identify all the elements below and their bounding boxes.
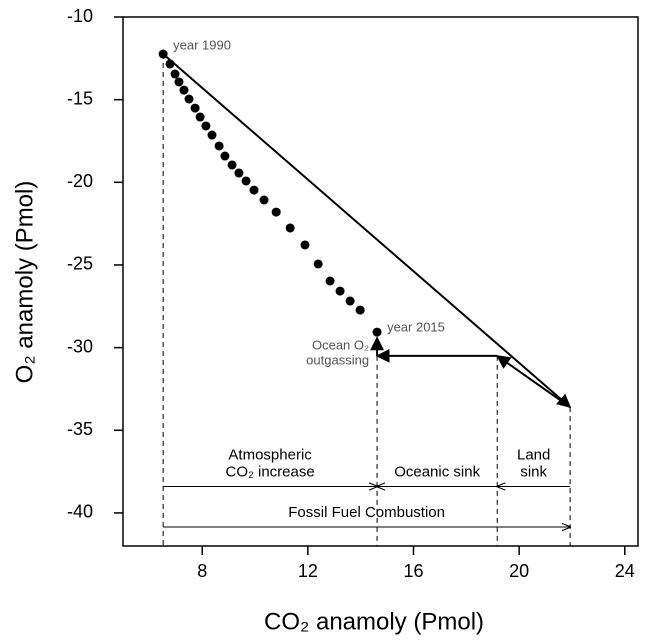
span-label: Fossil Fuel Combustion [288,504,445,521]
x-tick-label: 16 [403,561,423,581]
x-tick-label: 8 [197,561,207,581]
x-tick-label: 20 [509,561,529,581]
data-point [174,77,184,87]
data-point [179,85,189,95]
y-tick-label: -15 [67,88,93,108]
span-label: CO₂ increase [226,463,315,480]
data-point [234,168,244,178]
y-tick-label: -35 [67,419,93,439]
data-point [227,160,237,170]
x-axis-label: CO₂ anamoly (Pmol) [264,608,484,635]
data-point [158,49,168,59]
data-point [165,59,175,69]
y-tick-label: -40 [67,502,93,522]
x-tick-label: 24 [615,561,635,581]
data-point [241,176,251,186]
data-point [220,151,230,161]
data-point [214,141,224,151]
data-point [184,94,194,104]
data-point [372,327,382,337]
annotation: outgassing [306,352,369,367]
y-tick-label: -10 [67,6,93,26]
data-point [335,286,345,296]
data-point [170,69,180,79]
y-tick-label: -20 [67,171,93,191]
budget-vector [496,355,571,408]
y-axis-label: O₂ anamoly (Pmol) [11,181,38,384]
data-point [190,103,200,113]
annotation: Ocean O₂ [312,337,369,352]
data-point [207,130,217,140]
span-label: sink [520,463,547,480]
data-point [271,207,281,217]
annotation: year 2015 [387,320,445,335]
span-label: Oceanic sink [394,463,480,480]
plot-frame [122,16,639,547]
data-point [325,276,335,286]
data-point [259,195,269,205]
y-tick-label: -25 [67,254,93,274]
y-tick-label: -30 [67,336,93,356]
data-point [249,185,259,195]
budget-vector [162,53,572,409]
data-point [195,112,205,122]
span-label: Land [517,446,550,463]
data-point [345,296,355,306]
x-tick-label: 12 [298,561,318,581]
annotation: year 1990 [173,37,231,52]
data-point [201,121,211,131]
data-point [355,305,365,315]
span-label: Atmospheric [228,446,312,463]
data-point [313,259,323,269]
data-point [300,240,310,250]
data-point [285,223,295,233]
